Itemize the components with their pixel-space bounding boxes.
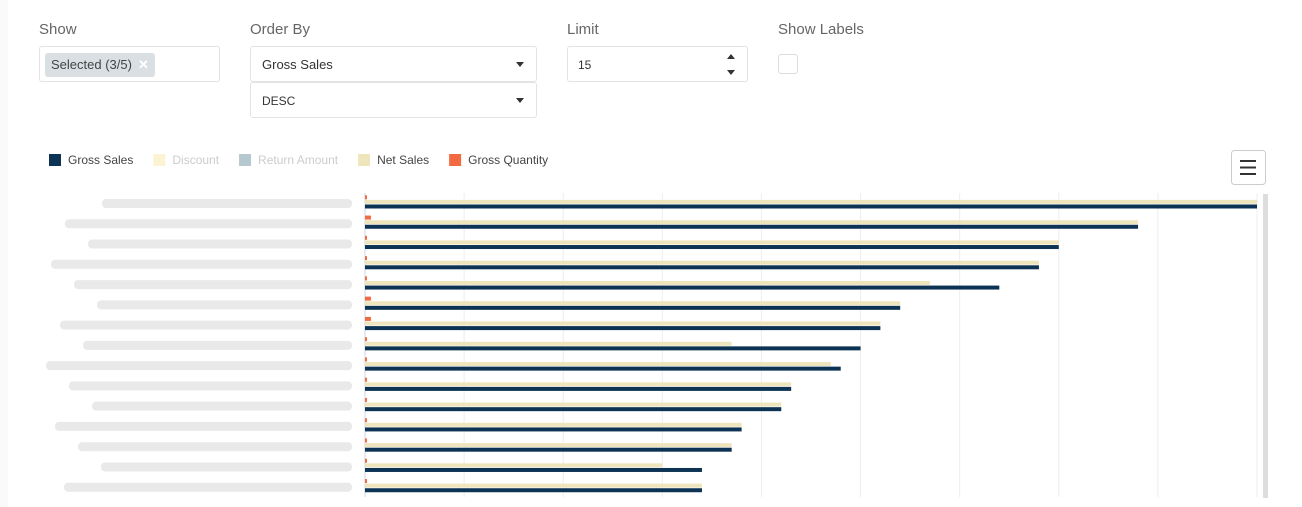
bar	[365, 467, 702, 472]
bar	[365, 337, 367, 342]
scrollbar[interactable]	[1263, 194, 1268, 498]
order-by-label: Order By	[250, 21, 311, 38]
bar	[365, 285, 1000, 290]
bar	[365, 260, 1039, 265]
legend-swatch[interactable]	[358, 154, 371, 166]
bar	[365, 382, 792, 387]
bar	[365, 438, 367, 443]
bar	[365, 402, 782, 407]
bar	[365, 316, 371, 321]
blurred-label	[78, 442, 352, 452]
selected-chip[interactable]: Selected (3/5) ✕	[45, 53, 155, 77]
show-select[interactable]: Selected (3/5) ✕	[39, 46, 220, 82]
legend-label[interactable]: Gross Sales	[68, 153, 133, 167]
bar	[365, 418, 367, 423]
order-field-value: Gross Sales	[262, 57, 333, 72]
bar	[365, 235, 367, 240]
blurred-label	[97, 300, 352, 310]
legend-label[interactable]: Discount	[172, 153, 219, 167]
show-labels-checkbox[interactable]	[778, 54, 798, 74]
blurred-label	[92, 401, 352, 411]
legend-label[interactable]: Gross Quantity	[468, 153, 548, 167]
bar	[365, 296, 371, 301]
bar	[365, 366, 841, 371]
legend-label[interactable]: Net Sales	[377, 153, 429, 167]
bar	[365, 407, 782, 412]
bar	[365, 377, 367, 382]
spin-down[interactable]	[727, 70, 735, 75]
bar	[365, 488, 702, 493]
bar	[365, 362, 831, 367]
category-labels-blurred	[46, 199, 352, 492]
bar	[365, 276, 367, 281]
chip-remove[interactable]: ✕	[137, 57, 149, 72]
bar	[365, 341, 732, 346]
bar	[365, 215, 371, 220]
bar	[365, 483, 702, 488]
bar	[365, 326, 881, 331]
bar	[365, 301, 901, 306]
menu-icon	[1240, 160, 1256, 175]
bar	[365, 463, 663, 468]
bar	[365, 386, 792, 391]
blurred-label	[74, 280, 352, 290]
bar	[365, 397, 367, 402]
bar	[365, 256, 367, 261]
blurred-label	[46, 361, 352, 371]
legend-swatch[interactable]	[153, 154, 166, 166]
bar	[365, 346, 861, 351]
bar	[365, 305, 901, 310]
legend-swatch[interactable]	[49, 154, 61, 166]
legend-swatch[interactable]	[449, 154, 462, 166]
order-direction-value: DESC	[262, 94, 296, 108]
bar	[365, 245, 1059, 250]
bar	[365, 280, 930, 285]
legend-label[interactable]: Return Amount	[258, 153, 339, 167]
spin-up[interactable]	[727, 54, 735, 59]
bar	[365, 265, 1039, 270]
show-labels-label: Show Labels	[778, 21, 864, 38]
order-direction-select[interactable]: DESC	[250, 82, 537, 118]
bar	[365, 204, 1257, 209]
legend-swatch[interactable]	[239, 154, 252, 166]
blurred-label	[101, 462, 352, 472]
bar	[365, 479, 367, 484]
show-label: Show	[39, 21, 77, 38]
bar	[365, 199, 1257, 204]
blurred-label	[60, 320, 352, 330]
blurred-label	[51, 259, 352, 269]
blurred-label	[102, 199, 352, 208]
left-edge	[0, 0, 8, 507]
blurred-label	[88, 239, 352, 249]
bar	[365, 195, 367, 200]
limit-value: 15	[578, 58, 592, 72]
order-field-select[interactable]: Gross Sales	[250, 46, 537, 82]
bar	[365, 357, 367, 362]
blurred-label	[69, 381, 352, 391]
blurred-label	[83, 340, 352, 350]
bar	[365, 447, 732, 452]
bar	[365, 427, 742, 432]
bar	[365, 443, 732, 448]
limit-label: Limit	[567, 21, 599, 38]
bar	[365, 422, 742, 427]
blurred-label	[55, 421, 352, 431]
bar	[365, 321, 881, 326]
bar	[365, 224, 1139, 229]
bar	[365, 458, 367, 463]
blurred-label	[64, 482, 352, 492]
blurred-label	[65, 219, 352, 229]
chip-text: Selected (3/5)	[51, 57, 132, 72]
limit-input[interactable]: 15	[567, 46, 748, 82]
bar	[365, 220, 1139, 225]
bar	[365, 240, 1059, 245]
